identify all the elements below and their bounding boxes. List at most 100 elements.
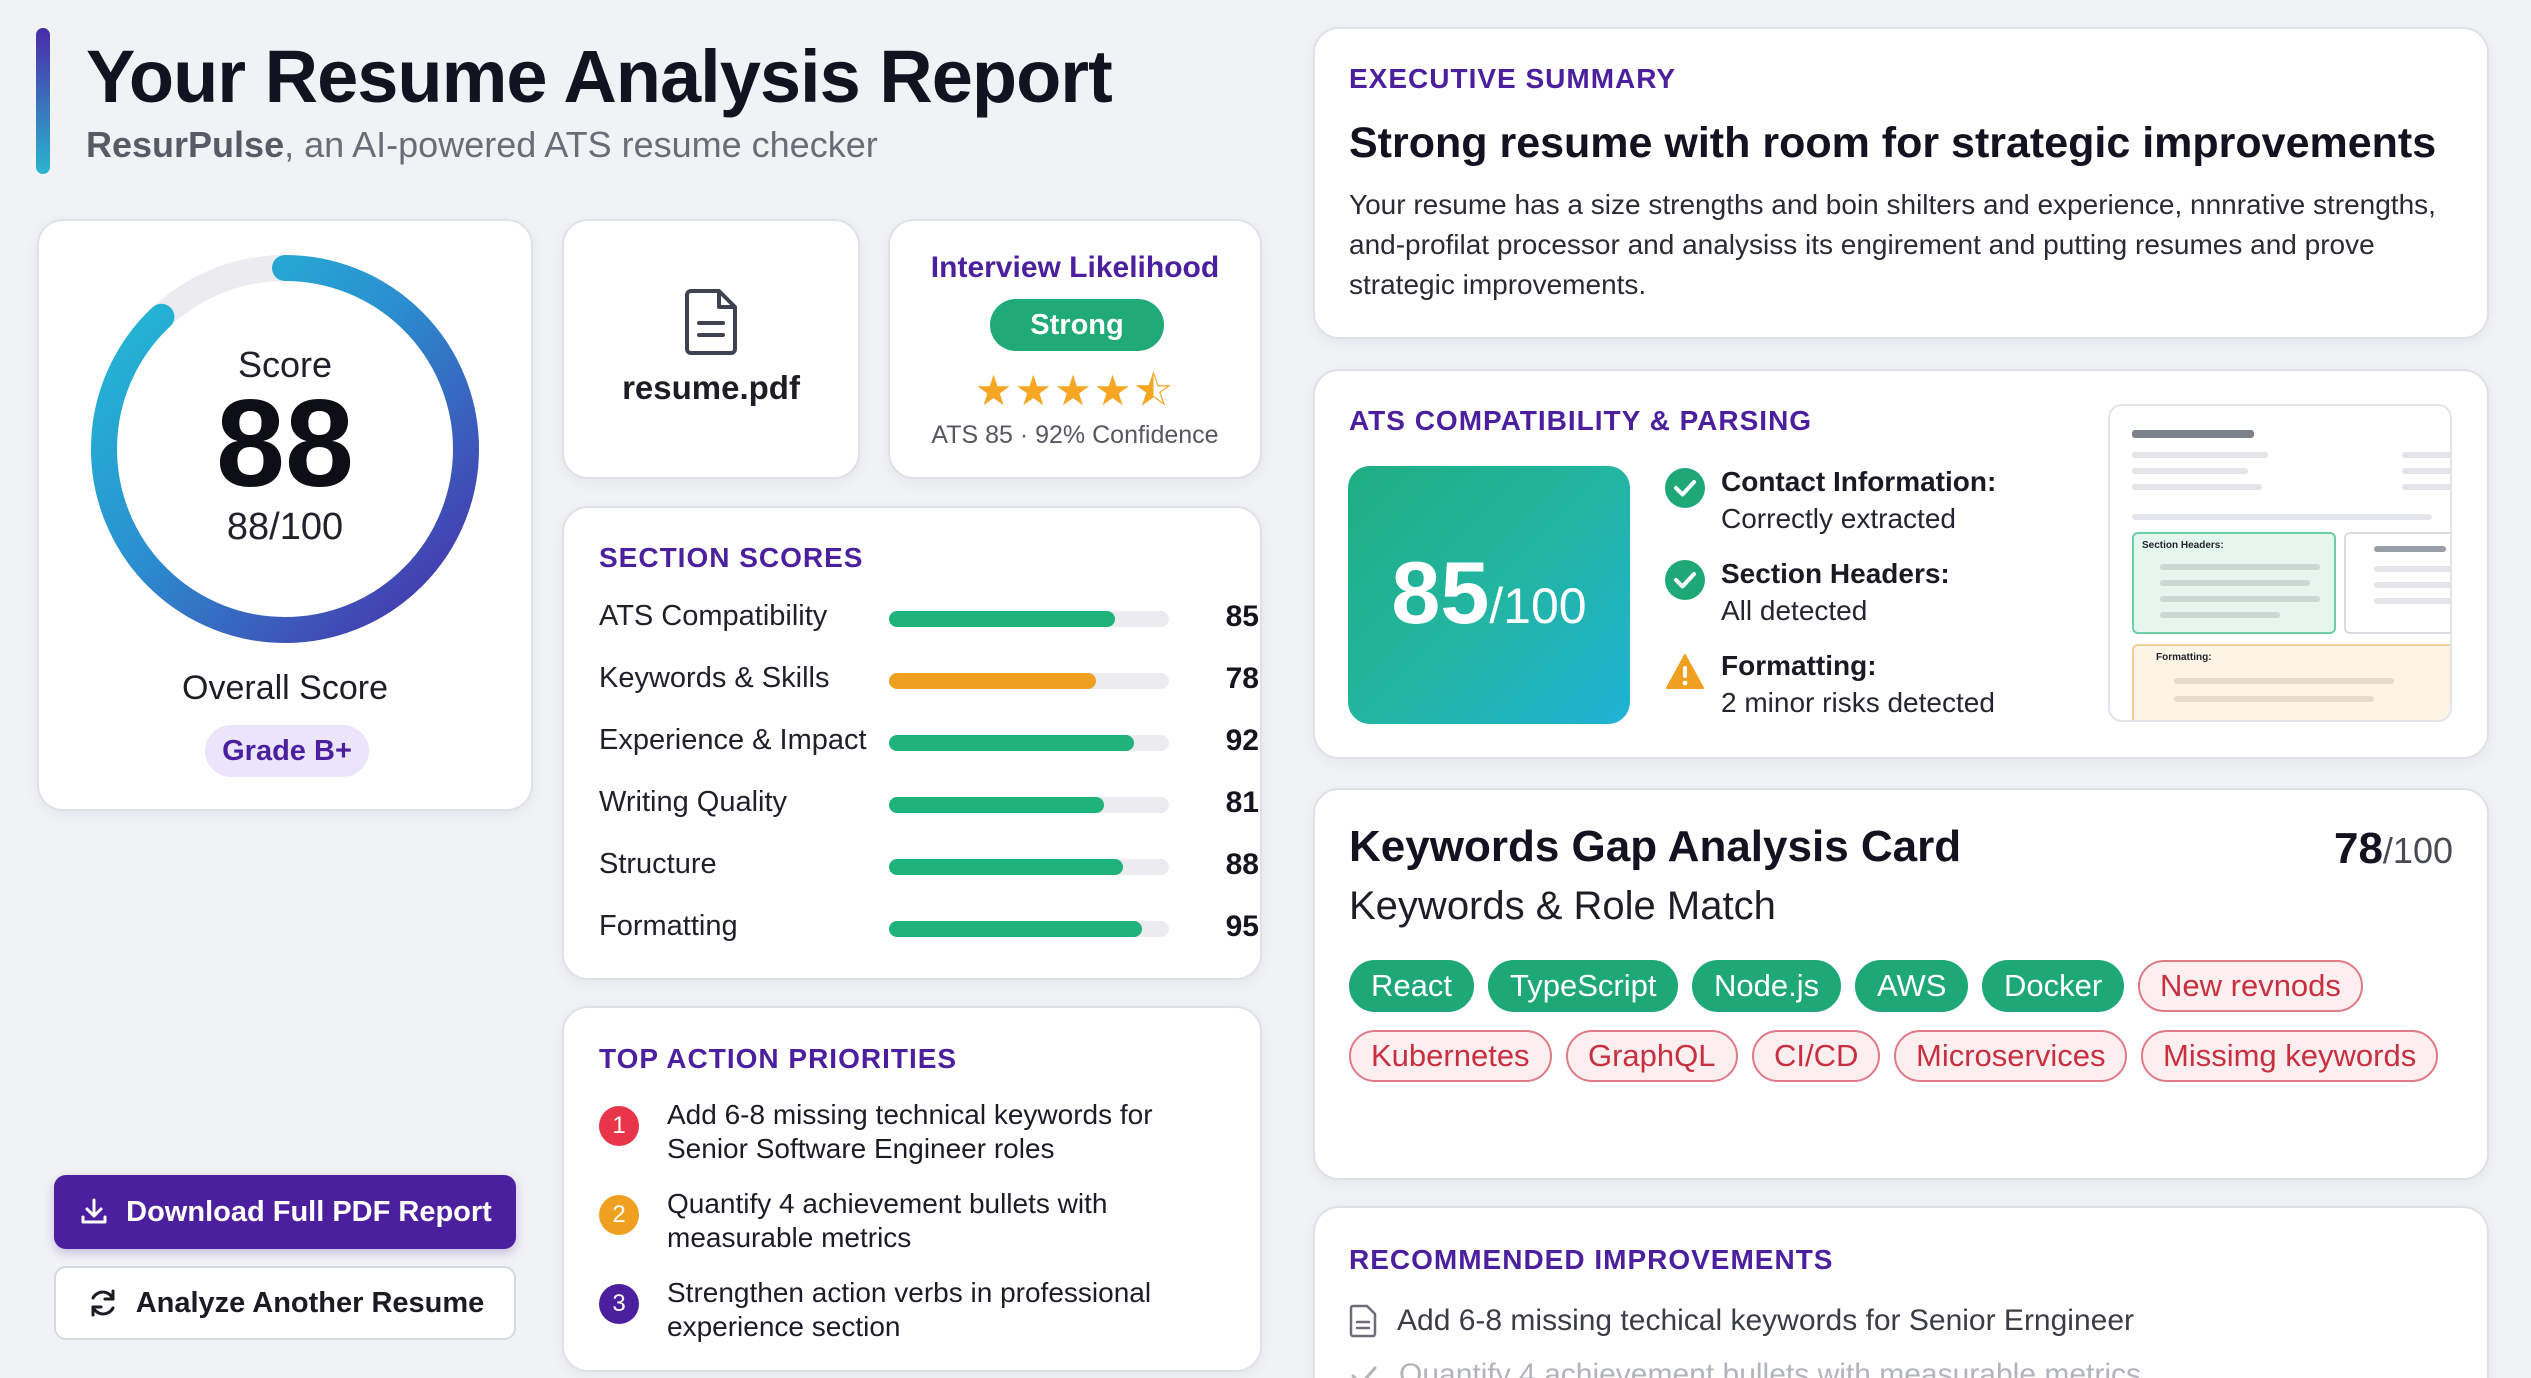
section-score-name: Formatting	[599, 910, 738, 942]
brand-name: ResurPulse	[86, 124, 285, 165]
preview-line	[2374, 546, 2446, 552]
section-score-fill	[889, 611, 1116, 627]
keyword-tag-matched: Node.js	[1692, 960, 1842, 1012]
keyword-tag-matched: TypeScript	[1488, 960, 1679, 1012]
check-desc: All detected	[1721, 595, 1868, 626]
keywords-title: Keywords Gap Analysis Card	[1349, 822, 1962, 871]
keyword-tag-missing: GraphQL	[1566, 1030, 1738, 1082]
refresh-icon	[91, 1289, 115, 1317]
interview-meta: ATS 85 · 92% Confidence	[931, 421, 1219, 449]
keyword-tag-missing: CI/CD	[1752, 1030, 1881, 1082]
section-score-track	[889, 735, 1169, 751]
score-ring-progress	[91, 255, 479, 643]
preview-line	[2402, 452, 2450, 458]
section-score-fill	[889, 921, 1142, 937]
download-pdf-button[interactable]: Download Full PDF Report	[54, 1175, 516, 1249]
check-circle-icon	[1665, 560, 1705, 600]
score-ring	[91, 255, 479, 643]
keyword-tag-missing: Missimg keywords	[2141, 1030, 2439, 1082]
file-name: resume.pdf	[622, 369, 800, 406]
recommended-item: Add 6-8 missing techical keywords for Se…	[1349, 1304, 2134, 1338]
keyword-tag-matched: Docker	[1982, 960, 2125, 1012]
section-score-row: Writing Quality 81	[599, 782, 1259, 826]
preview-line	[2374, 582, 2450, 588]
tagline: , an AI-powered ATS resume checker	[284, 124, 878, 165]
section-score-fill	[889, 735, 1134, 751]
recommended-item-text: Add 6-8 missing techical keywords for Se…	[1397, 1304, 2135, 1337]
file-card: resume.pdf	[562, 219, 860, 479]
section-score-row: Experience & Impact 92	[599, 720, 1259, 764]
section-score-track	[889, 859, 1169, 875]
check-desc: 2 minor risks detected	[1721, 687, 1995, 718]
ats-score-max: /100	[1489, 578, 1587, 634]
ats-compatibility-card: ATS COMPATIBILITY & PARSING 85/100 Conta…	[1313, 369, 2489, 759]
section-score-name: Experience & Impact	[599, 724, 867, 756]
overall-score-number: 88	[216, 375, 354, 513]
keywords-score-number: 78	[2333, 824, 2383, 873]
preview-line	[2374, 566, 2450, 572]
header-accent-bar	[36, 28, 50, 174]
executive-summary-title: EXECUTIVE SUMMARY	[1349, 63, 1677, 94]
section-score-fill	[889, 673, 1097, 689]
check-desc: Correctly extracted	[1721, 503, 1956, 534]
preview-box-label: Section Headers:	[2142, 540, 2224, 551]
preview-line	[2402, 468, 2450, 474]
preview-formatting-box: Formatting:	[2132, 644, 2450, 720]
section-score-row: Formatting 95	[599, 906, 1259, 950]
preview-line	[2160, 596, 2320, 602]
keyword-tag-missing: New revnods	[2138, 960, 2363, 1012]
keyword-tag-missing: Microservices	[1894, 1030, 2128, 1082]
ats-compatibility-title: ATS COMPATIBILITY & PARSING	[1349, 405, 1813, 436]
section-score-track	[889, 797, 1169, 813]
interview-likelihood-card: Interview Likelihood Strong ★★★★⯪ ATS 85…	[888, 219, 1262, 479]
executive-body: Your resume has a size strengths and boi…	[1349, 189, 2436, 300]
preview-box-label: Formatting:	[2156, 652, 2212, 663]
grade-badge: Grade B+	[205, 725, 369, 777]
preview-line	[2160, 612, 2280, 618]
ats-score-number: 85	[1391, 543, 1490, 642]
keyword-tag-missing: Kubernetes	[1349, 1030, 1552, 1082]
priority-number-badge: 3	[599, 1284, 639, 1324]
preview-line	[2160, 580, 2310, 586]
overall-score-fraction: 88/100	[226, 506, 344, 548]
executive-summary-card: EXECUTIVE SUMMARY Strong resume with roo…	[1313, 27, 2489, 339]
section-score-value: 85	[1225, 600, 1259, 633]
keyword-tag-matched: React	[1349, 960, 1474, 1012]
download-pdf-label: Download Full PDF Report	[126, 1195, 492, 1228]
overall-score-card: Score 88 88/100 Overall Score Grade B+	[37, 219, 533, 811]
document-icon	[1349, 1304, 1377, 1338]
preview-side-box	[2344, 532, 2450, 634]
section-score-track	[889, 673, 1169, 689]
section-score-value: 78	[1225, 662, 1259, 695]
keywords-score-max: /100	[2382, 830, 2453, 871]
analyze-another-button[interactable]: Analyze Another Resume	[54, 1266, 516, 1340]
check-title: Section Headers:	[1721, 558, 1950, 589]
page-subtitle: ResurPulse, an AI-powered ATS resume che…	[86, 124, 878, 166]
priority-number-badge: 2	[599, 1195, 639, 1235]
check-icon	[1351, 1366, 1377, 1378]
preview-line	[2174, 696, 2374, 702]
section-score-fill	[889, 859, 1124, 875]
preview-line	[2402, 484, 2450, 490]
section-score-value: 88	[1225, 848, 1259, 881]
section-score-track	[889, 921, 1169, 937]
ats-score-tile: 85/100	[1348, 466, 1630, 724]
recommended-improvements-card: RECOMMENDED IMPROVEMENTS Add 6-8 missing…	[1313, 1206, 2489, 1378]
overall-score-label: Overall Score	[182, 669, 388, 707]
section-score-track	[889, 611, 1169, 627]
section-score-value: 92	[1225, 724, 1259, 757]
preview-line	[2160, 564, 2320, 570]
interview-title: Interview Likelihood	[930, 251, 1220, 284]
check-circle-icon	[1665, 468, 1705, 508]
section-scores-title: SECTION SCORES	[599, 542, 864, 573]
preview-line	[2132, 430, 2254, 438]
section-score-row: ATS Compatibility 85	[599, 596, 1259, 640]
keywords-gap-card: Keywords Gap Analysis Card Keywords & Ro…	[1313, 788, 2489, 1180]
preview-line	[2132, 484, 2262, 490]
executive-headline: Strong resume with room for strategic im…	[1349, 119, 2437, 167]
action-priority-text: Strengthen action verbs in professional …	[667, 1277, 1152, 1342]
keywords-subtitle: Keywords & Role Match	[1349, 884, 1776, 928]
action-priorities-title: TOP ACTION PRIORITIES	[599, 1043, 958, 1074]
preview-line	[2132, 514, 2432, 520]
section-score-name: ATS Compatibility	[599, 600, 828, 632]
